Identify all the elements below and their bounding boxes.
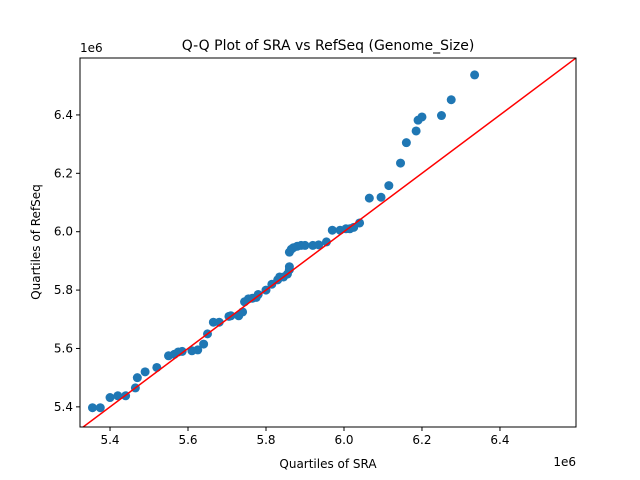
data-point <box>152 362 162 372</box>
x-tick-label: 6.2 <box>412 433 431 447</box>
data-point <box>95 403 105 413</box>
data-point <box>105 393 115 403</box>
data-point <box>314 240 324 250</box>
data-point <box>113 391 123 401</box>
y-tick-label: 5.8 <box>54 283 73 297</box>
data-point <box>411 126 421 136</box>
y-tick-label: 6.2 <box>54 166 73 180</box>
data-point <box>364 193 374 203</box>
data-point <box>436 111 446 121</box>
data-point <box>132 373 142 383</box>
data-point <box>401 138 411 148</box>
data-point <box>284 262 294 272</box>
data-point <box>199 339 209 349</box>
data-point <box>384 181 394 191</box>
data-point <box>470 70 480 80</box>
y-tick-label: 5.6 <box>54 341 73 355</box>
y-tick-label: 6.0 <box>54 225 73 239</box>
y-tick-label: 6.4 <box>54 108 73 122</box>
y-axis-label: Quartiles of RefSeq <box>29 184 43 300</box>
data-point <box>417 112 427 122</box>
data-point <box>446 95 456 105</box>
axes-frame <box>79 57 577 428</box>
data-point <box>327 225 337 235</box>
chart-title: Q-Q Plot of SRA vs RefSeq (Genome_Size) <box>182 38 475 54</box>
data-point <box>214 317 224 327</box>
data-point <box>238 307 248 317</box>
plot-area <box>81 58 576 427</box>
data-point <box>355 218 365 228</box>
y-tick-label: 5.4 <box>54 400 73 414</box>
data-point <box>321 237 331 247</box>
data-point <box>376 192 386 202</box>
data-point <box>193 345 203 355</box>
data-point <box>140 367 150 377</box>
reference-line <box>81 58 576 427</box>
y-axis: 5.4 5.6 5.8 6.0 6.2 6.4 <box>54 108 80 414</box>
x-tick-label: 6.0 <box>334 433 353 447</box>
data-point <box>87 403 97 413</box>
data-point <box>396 158 406 168</box>
x-tick-label: 6.4 <box>490 433 509 447</box>
y-offset-label: 1e6 <box>80 41 103 55</box>
x-tick-label: 5.4 <box>100 433 119 447</box>
x-offset-label: 1e6 <box>553 455 576 469</box>
x-tick-label: 5.8 <box>256 433 275 447</box>
x-tick-label: 5.6 <box>178 433 197 447</box>
x-axis-label: Quartiles of SRA <box>279 457 377 471</box>
data-point <box>300 240 310 250</box>
x-axis: 5.4 5.6 5.8 6.0 6.2 6.4 <box>100 427 510 447</box>
